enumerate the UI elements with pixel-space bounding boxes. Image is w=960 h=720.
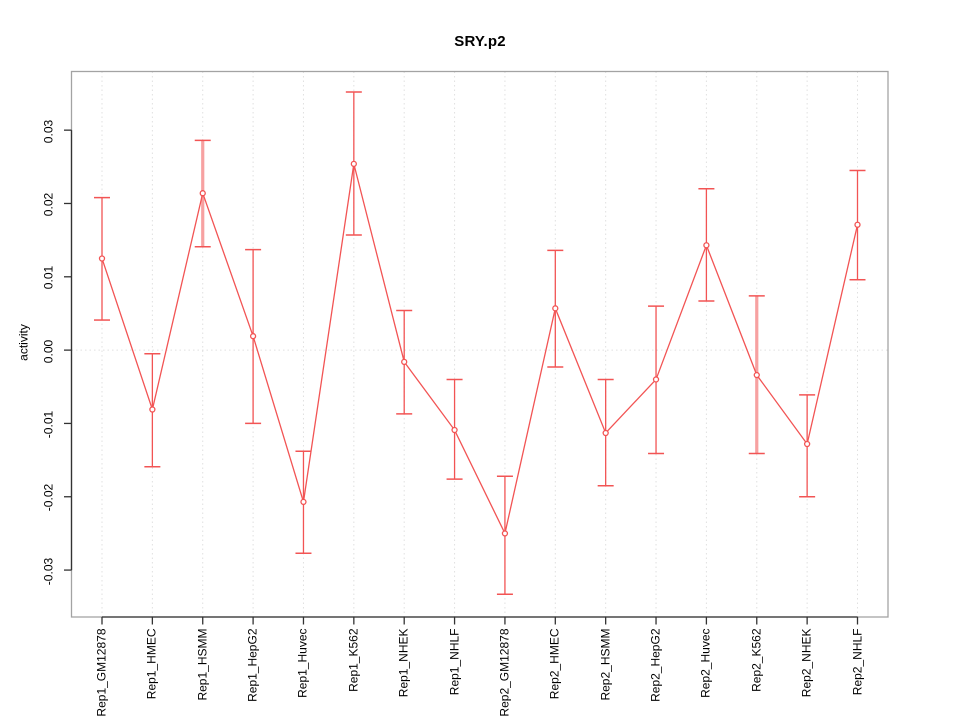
y-tick-label: -0.01 [41,410,56,439]
data-point-marker [753,371,760,379]
x-category-label: Rep1_HepG2 [245,628,260,702]
data-point-marker [703,242,710,249]
y-tick-label: 0.03 [41,119,56,143]
chart-title: SRY.p2 [454,33,506,50]
data-point-marker [401,358,408,365]
y-tick-label: -0.02 [41,484,56,512]
x-category-label: Rep2_HMEC [547,628,562,699]
y-tick-label: 0.02 [41,192,56,217]
y-tick-label: 0.00 [41,339,56,363]
data-point-marker [249,333,257,340]
data-point-marker [652,376,660,383]
data-point-marker [854,221,861,228]
x-category-label: Rep2_NHLF [850,628,864,695]
data-point-marker [803,440,811,448]
data-point-marker [199,190,206,197]
x-category-label: Rep1_GM12878 [94,628,109,717]
x-category-label: Rep1_NHEK [396,628,411,697]
plot-box [70,70,889,618]
x-category-label: Rep2_HepG2 [648,628,663,702]
data-point-marker [350,160,357,168]
x-category-label: Rep1_K562 [346,628,361,692]
data-point-marker [501,530,509,537]
data-point-marker [451,426,458,434]
x-category-label: Rep2_HSMM [598,628,613,701]
data-point-marker [300,498,307,506]
data-point-marker [552,305,559,312]
series-line [101,163,859,536]
x-category-label: Rep1_NHLF [447,628,462,695]
y-axis-title: activity [16,324,31,361]
x-category-label: Rep2_NHEK [799,628,814,697]
x-category-label: Rep2_K562 [749,628,764,692]
x-category-label: Rep2_GM12878 [497,628,512,717]
data-point-marker [602,429,609,437]
x-category-label: Rep1_HMEC [144,628,159,699]
y-tick-label: 0.01 [41,266,56,290]
data-point-marker [98,255,106,262]
y-tick-label: -0.03 [41,557,56,585]
x-category-label: Rep1_HSMM [195,628,210,701]
data-point-marker [149,406,156,413]
x-category-label: Rep2_Huvec [698,628,713,698]
x-category-label: Rep1_Huvec [295,628,310,698]
